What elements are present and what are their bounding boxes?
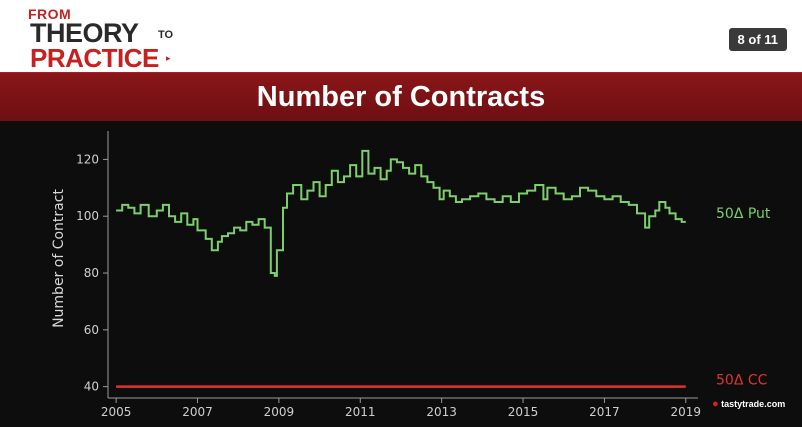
y-tick-label: 120	[76, 152, 99, 166]
x-ticks: 2005 2007 2009 2011 2013 2015 2017 2019	[101, 398, 701, 419]
x-tick-label: 2009	[264, 405, 295, 419]
series-label-cc: 50Δ CC	[716, 373, 768, 389]
brand-text: tastytrade.com	[721, 399, 786, 409]
y-axis-label: Number of Contract	[51, 189, 67, 328]
play-arrow-icon: ▸	[166, 54, 171, 64]
x-tick-label: 2019	[671, 405, 702, 419]
chart-series	[116, 149, 686, 388]
x-tick-label: 2005	[101, 405, 132, 419]
page-title: Number of Contracts	[256, 81, 546, 113]
x-tick-label: 2011	[345, 405, 376, 419]
series-label-put: 50Δ Put	[716, 206, 771, 222]
from-theory-to-practice-logo: FROM THEORY TO PRACTICE ▸	[28, 4, 198, 73]
y-tick-label: 100	[76, 209, 99, 223]
logo-to: TO	[158, 29, 174, 41]
y-ticks: 40 60 80 100 120	[76, 152, 108, 394]
x-tick-label: 2007	[182, 405, 213, 419]
chart-axes	[107, 131, 698, 399]
x-tick-label: 2013	[426, 405, 457, 419]
series-line-put	[116, 149, 686, 277]
title-banner: Number of Contracts	[0, 72, 802, 122]
y-tick-label: 60	[84, 323, 99, 337]
logo-practice: PRACTICE	[30, 43, 159, 73]
chart-area	[0, 121, 802, 427]
logo-theory: THEORY	[30, 18, 139, 48]
y-tick-label: 40	[84, 380, 99, 394]
cherry-icon: ●	[712, 398, 719, 410]
slide-counter: 8 of 11	[728, 28, 787, 51]
header: FROM THEORY TO PRACTICE ▸ 8 of 11	[0, 0, 802, 73]
x-tick-label: 2015	[508, 405, 539, 419]
tastytrade-brand: ● tastytrade.com	[712, 398, 785, 410]
logo-from: FROM	[28, 6, 72, 22]
y-tick-label: 80	[84, 266, 99, 280]
x-tick-label: 2017	[589, 405, 620, 419]
